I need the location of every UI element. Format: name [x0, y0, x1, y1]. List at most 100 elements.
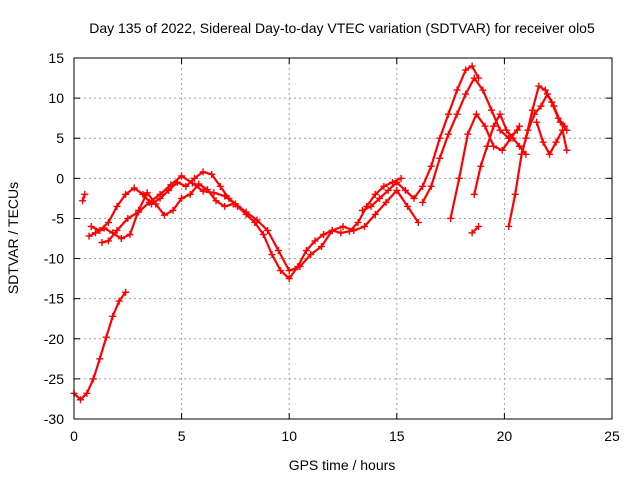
data-point-marker — [285, 267, 293, 275]
data-point-marker — [337, 229, 345, 237]
data-point-marker — [481, 122, 489, 130]
y-tick-label: -25 — [44, 371, 64, 387]
data-series — [70, 62, 571, 404]
data-point-marker — [117, 235, 125, 242]
data-point-marker — [102, 333, 110, 341]
data-point-marker — [552, 138, 560, 146]
data-point-marker — [135, 208, 143, 216]
data-point-marker — [253, 216, 261, 224]
data-point-marker — [186, 190, 194, 198]
data-point-marker — [533, 118, 541, 126]
x-tick-label: 20 — [497, 428, 513, 444]
data-point-marker — [212, 197, 220, 205]
data-point-marker — [563, 146, 571, 154]
series-arc-13 — [533, 118, 571, 158]
data-point-marker — [470, 74, 478, 82]
data-point-marker — [285, 275, 293, 283]
data-point-marker — [339, 222, 347, 230]
data-point-marker — [554, 114, 562, 122]
series-trace — [535, 121, 568, 156]
chart-title: Day 135 of 2022, Sidereal Day-to-day VTE… — [89, 20, 595, 36]
data-point-marker — [317, 243, 325, 251]
data-point-marker — [376, 194, 384, 202]
data-point-marker — [462, 66, 470, 74]
data-point-marker — [522, 134, 530, 142]
data-point-marker — [124, 214, 132, 222]
data-point-marker — [311, 237, 319, 245]
data-point-marker — [76, 396, 84, 404]
series-arc-5 — [98, 172, 422, 275]
data-point-marker — [382, 198, 390, 206]
data-point-marker — [393, 178, 401, 186]
data-point-marker — [113, 202, 121, 210]
data-point-marker — [92, 229, 100, 237]
y-tick-label: 15 — [48, 50, 64, 66]
data-point-marker — [468, 62, 476, 70]
data-point-marker — [393, 186, 401, 194]
y-tick-label: -30 — [44, 411, 64, 427]
y-tick-label: -10 — [44, 251, 64, 267]
data-point-marker — [367, 202, 375, 210]
data-point-marker — [401, 186, 409, 194]
data-point-marker — [268, 251, 276, 259]
data-point-marker — [104, 218, 112, 226]
data-point-marker — [483, 142, 491, 150]
data-point-marker — [462, 90, 470, 98]
data-point-marker — [414, 218, 422, 226]
data-point-marker — [410, 194, 418, 202]
data-point-marker — [380, 182, 388, 190]
data-point-marker — [169, 206, 177, 214]
data-point-marker — [537, 102, 545, 110]
data-point-marker — [350, 226, 358, 234]
x-tick-label: 15 — [389, 428, 405, 444]
data-point-marker — [199, 187, 207, 195]
series-arc-6 — [358, 62, 483, 214]
y-tick-label: 5 — [56, 130, 64, 146]
data-point-marker — [419, 198, 427, 206]
data-point-marker — [541, 86, 549, 94]
data-point-marker — [361, 222, 369, 230]
data-point-marker — [79, 197, 87, 205]
data-point-marker — [160, 211, 168, 219]
series-arc-7 — [419, 74, 521, 206]
y-tick-label: -5 — [52, 210, 65, 226]
data-point-marker — [199, 168, 207, 176]
data-point-marker — [464, 130, 472, 138]
data-point-marker — [96, 226, 104, 234]
y-axis-label: SDTVAR / TECUs — [5, 182, 21, 294]
data-point-marker — [354, 218, 362, 226]
data-point-marker — [427, 182, 435, 190]
data-point-marker — [274, 247, 282, 255]
x-tick-label: 0 — [70, 428, 78, 444]
data-point-marker — [539, 138, 547, 146]
data-point-marker — [307, 251, 315, 259]
data-point-marker — [122, 190, 130, 198]
data-point-marker — [515, 122, 523, 130]
data-point-marker — [470, 190, 478, 198]
data-point-marker — [277, 267, 285, 275]
data-point-marker — [113, 226, 121, 234]
data-point-marker — [302, 247, 310, 255]
data-point-marker — [167, 181, 175, 189]
data-point-marker — [296, 263, 304, 271]
data-point-marker — [548, 98, 556, 106]
data-point-marker — [535, 82, 543, 90]
x-tick-label: 10 — [281, 428, 297, 444]
data-point-marker — [468, 229, 476, 237]
data-point-marker — [546, 150, 554, 158]
data-point-marker — [496, 126, 504, 134]
data-point-marker — [479, 86, 487, 94]
y-tick-label: -20 — [44, 331, 64, 347]
series-trace — [421, 76, 519, 203]
data-point-marker — [242, 208, 250, 216]
data-point-marker — [81, 190, 89, 198]
series-arc-10 — [468, 222, 483, 237]
data-point-marker — [221, 192, 229, 200]
data-point-marker — [453, 86, 461, 94]
data-point-marker — [231, 200, 239, 208]
data-point-marker — [397, 174, 405, 182]
data-point-marker — [178, 172, 186, 180]
series-arc-9 — [470, 110, 530, 198]
